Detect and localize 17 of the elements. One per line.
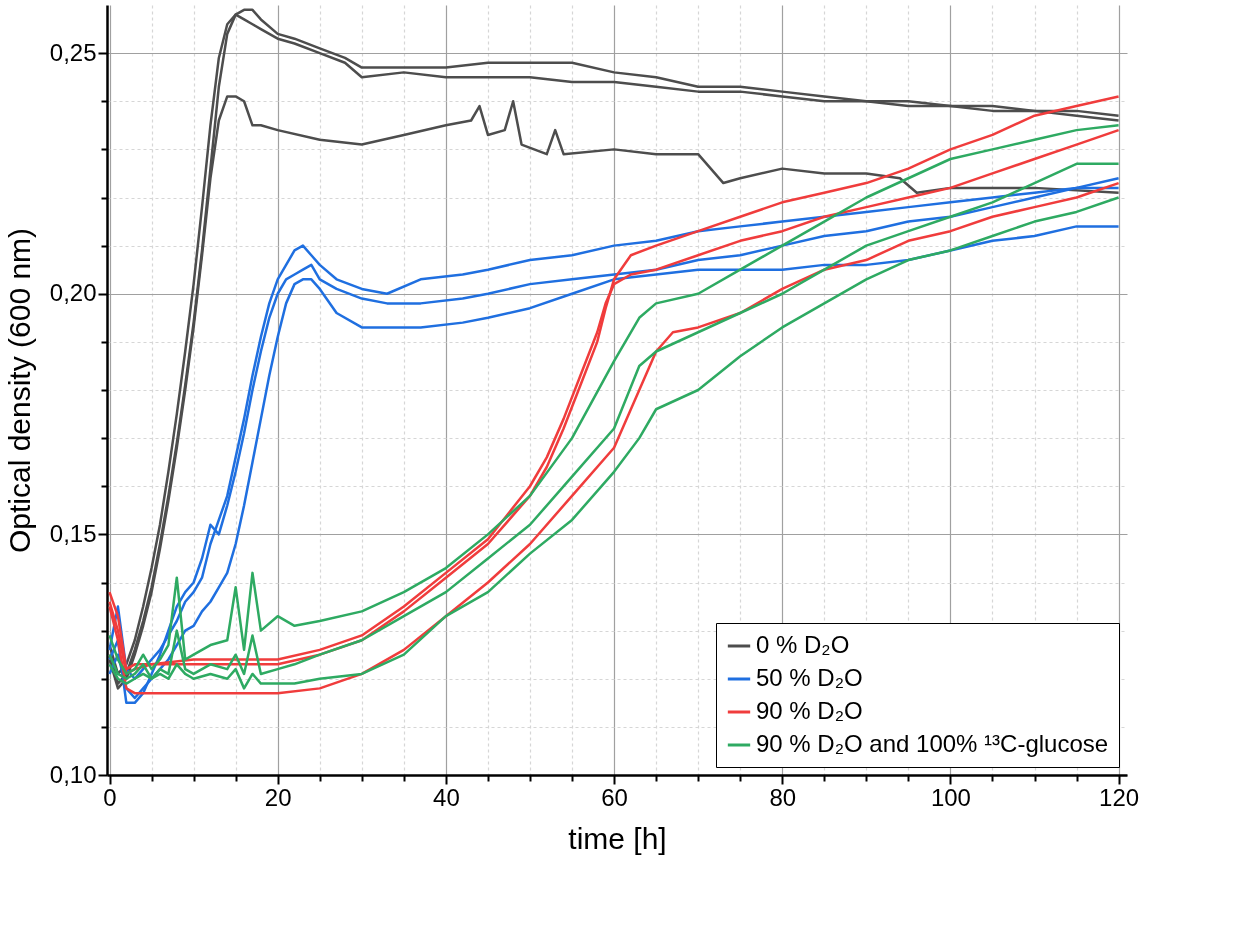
x-tick-label: 20 xyxy=(264,783,292,811)
y-tick-label: 0,15 xyxy=(49,519,97,547)
y-tick-label: 0,10 xyxy=(49,760,97,788)
x-tick-label: 60 xyxy=(601,783,628,811)
x-axis-title: time [h] xyxy=(568,821,667,855)
y-tick-label: 0,20 xyxy=(49,279,97,307)
x-tick-label: 100 xyxy=(930,783,971,811)
y-axis-title: Optical density (600 nm) xyxy=(2,227,36,554)
y-tick-label: 0,25 xyxy=(49,38,97,66)
x-tick-label: 120 xyxy=(1099,783,1140,811)
legend-label: 0 % D₂O xyxy=(756,631,850,658)
x-tick-label: 80 xyxy=(769,783,797,811)
x-tick-label: 0 xyxy=(103,783,117,811)
legend-label: 50 % D₂O xyxy=(756,664,863,691)
legend-label: 90 % D₂O and 100% ¹³C-glucose xyxy=(756,730,1109,757)
legend-label: 90 % D₂O xyxy=(756,697,863,724)
x-tick-label: 40 xyxy=(433,783,460,811)
